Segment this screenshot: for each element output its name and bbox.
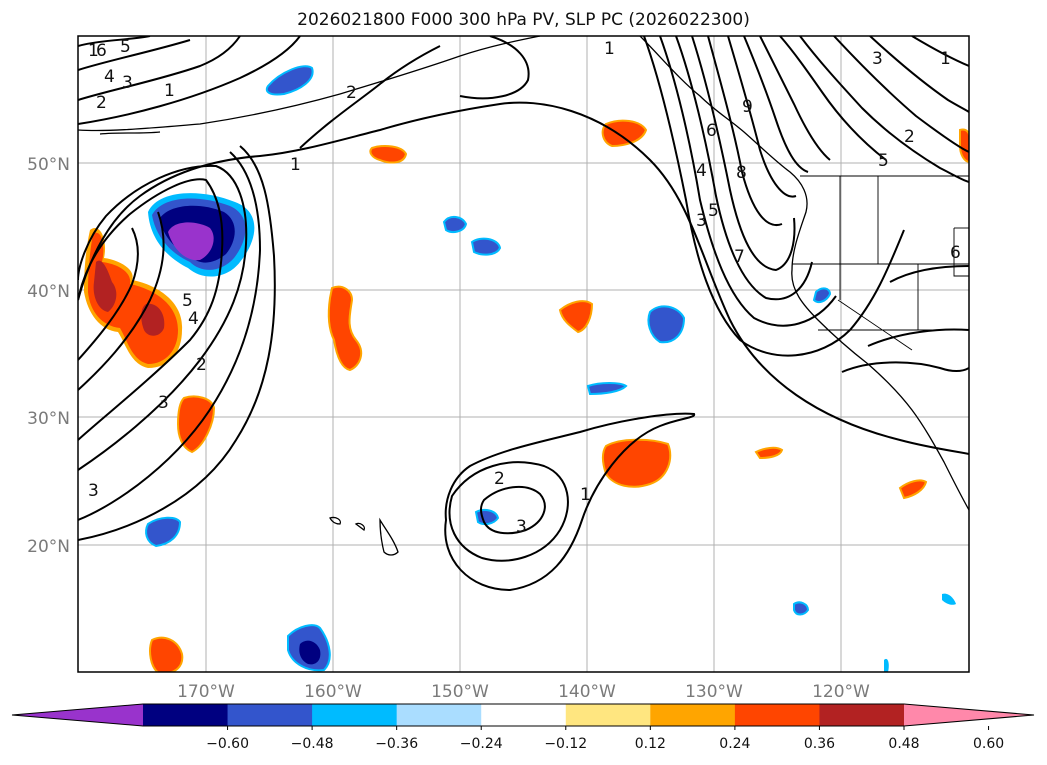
- state-borders: [792, 175, 969, 351]
- colorbar-tick-label: −0.12: [544, 736, 587, 752]
- svg-text:1: 1: [164, 81, 175, 101]
- svg-text:3: 3: [696, 211, 707, 231]
- colorbar-segment: [396, 704, 482, 726]
- svg-text:1: 1: [940, 49, 951, 69]
- pv-negative-region: [265, 65, 314, 96]
- svg-text:5: 5: [120, 37, 131, 57]
- lat-label-30n: 30°N: [27, 409, 70, 429]
- svg-text:6: 6: [706, 121, 717, 141]
- lon-label-120w: 120°W: [812, 682, 870, 702]
- colorbar-segment: [565, 704, 651, 726]
- pv-negative-region: [145, 516, 182, 548]
- colorbar-tick-label: 0.48: [888, 736, 919, 752]
- svg-text:1: 1: [88, 41, 99, 61]
- pv-positive-region: [327, 285, 363, 372]
- svg-text:3: 3: [516, 517, 527, 537]
- pv-positive-region: [93, 260, 117, 312]
- colorbar-tick-label: −0.48: [291, 736, 334, 752]
- pv-negative-region: [586, 382, 628, 396]
- pv-positive-region: [558, 300, 594, 334]
- colorbar-segment: [819, 704, 905, 726]
- pv-positive-region: [602, 438, 672, 488]
- svg-text:5: 5: [182, 291, 193, 311]
- colorbar-tick-label: 0.12: [635, 736, 666, 752]
- colorbar-segment: [650, 704, 736, 726]
- pv-positive-region: [601, 119, 648, 148]
- svg-text:3: 3: [872, 49, 883, 69]
- colorbar-segment: [312, 704, 398, 726]
- pv-positive-region: [898, 479, 928, 500]
- svg-text:7: 7: [734, 247, 745, 267]
- svg-text:2: 2: [346, 83, 357, 103]
- lon-label-170w: 170°W: [177, 682, 235, 702]
- pv-positive-region: [141, 303, 165, 336]
- svg-text:6: 6: [950, 243, 961, 263]
- colorbar-tick-label: 0.36: [804, 736, 835, 752]
- svg-text:8: 8: [736, 163, 747, 183]
- svg-text:2: 2: [904, 127, 915, 147]
- pv-negative-region: [884, 658, 889, 672]
- pv-negative-region: [647, 305, 686, 344]
- pv-positive-region: [959, 128, 969, 163]
- pv-positive-region: [369, 145, 408, 164]
- colorbar-extend-high: [904, 704, 1034, 726]
- colorbar-tick-label: −0.24: [460, 736, 503, 752]
- colorbar-tick-label: 0.24: [719, 736, 750, 752]
- svg-text:2: 2: [494, 469, 505, 489]
- pv-negative-region: [812, 287, 832, 303]
- pv-negative-region: [942, 593, 956, 605]
- pv-negative-region: [442, 216, 468, 233]
- colorbar-segment: [734, 704, 820, 726]
- colorbar-segment: [481, 704, 567, 726]
- svg-text:1: 1: [580, 485, 591, 505]
- svg-text:4: 4: [104, 67, 115, 87]
- colorbar-tick-label: −0.36: [375, 736, 418, 752]
- colorbar-segment: [143, 704, 229, 726]
- svg-text:9: 9: [742, 97, 753, 117]
- graticule: [78, 36, 969, 672]
- map-frame: [77, 35, 970, 673]
- lon-label-130w: 130°W: [685, 682, 743, 702]
- colorbar-tick-label: −0.60: [206, 736, 249, 752]
- lat-label-40n: 40°N: [27, 282, 70, 302]
- svg-text:4: 4: [188, 309, 199, 329]
- colorbar: −0.60 −0.48 −0.36 −0.24 −0.12 0.12 0.24 0.36 0.4…: [11, 703, 1035, 752]
- pv-negative-region: [470, 237, 502, 256]
- pv-negative-region: [474, 509, 500, 526]
- lon-label-160w: 160°W: [304, 682, 362, 702]
- pv-negative-region: [793, 601, 810, 616]
- colorbar-outline: [11, 703, 1035, 727]
- lon-label-140w: 140°W: [558, 682, 616, 702]
- svg-text:3: 3: [88, 481, 99, 501]
- pv-negative-region: [168, 222, 214, 261]
- lat-label-20n: 20°N: [27, 537, 70, 557]
- pv-positive-region: [149, 636, 184, 672]
- svg-text:6: 6: [96, 41, 107, 61]
- svg-text:5: 5: [708, 201, 719, 221]
- map-background: [78, 36, 969, 672]
- svg-text:1: 1: [604, 39, 615, 59]
- svg-text:3: 3: [158, 393, 169, 413]
- pv-positive-region: [754, 446, 784, 460]
- slp-contours: [78, 36, 969, 592]
- colorbar-segment: [227, 704, 313, 726]
- svg-text:3: 3: [122, 73, 133, 93]
- colorbar-extend-low: [12, 704, 143, 726]
- lat-label-50n: 50°N: [27, 155, 70, 175]
- svg-text:4: 4: [696, 161, 707, 181]
- coastlines: [78, 36, 969, 556]
- svg-text:2: 2: [96, 93, 107, 113]
- svg-text:2: 2: [196, 355, 207, 375]
- contour-labels: 1 2 3 4 5 6 1 2 3 4 5 1 2 3 1 2 3 6 7 8 …: [88, 37, 961, 537]
- colorbar-tick-label: 0.60: [973, 736, 1004, 752]
- lon-label-150w: 150°W: [431, 682, 489, 702]
- svg-text:1: 1: [290, 155, 301, 175]
- map-title: 2026021800 F000 300 hPa PV, SLP PC (2026…: [297, 10, 750, 30]
- pv-negative-region: [299, 640, 321, 665]
- svg-text:5: 5: [878, 151, 889, 171]
